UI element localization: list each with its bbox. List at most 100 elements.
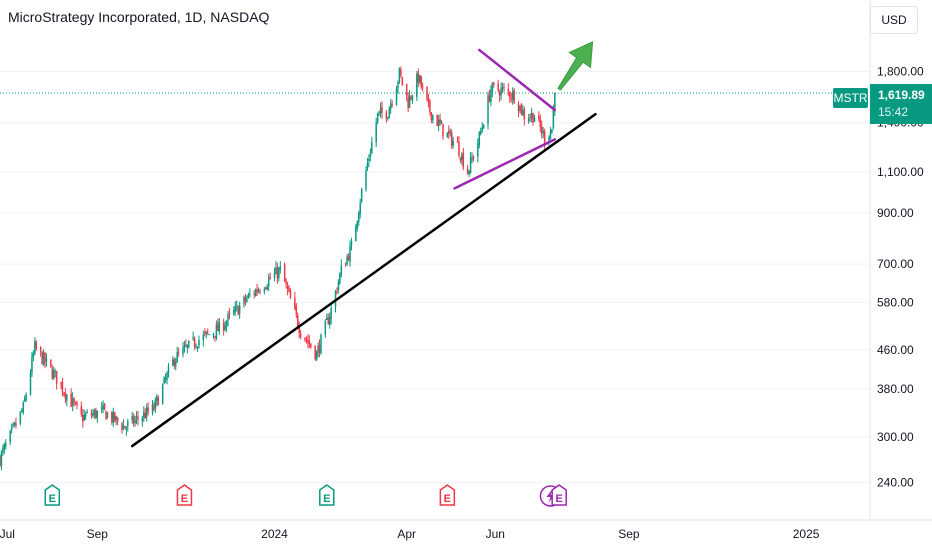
candle-body — [93, 410, 96, 416]
candle-body — [429, 101, 431, 113]
candle-body — [356, 220, 359, 229]
candle-body — [257, 289, 260, 293]
candle-body — [23, 398, 26, 402]
candle-body — [177, 352, 180, 354]
candle-body — [355, 226, 357, 242]
candle-body — [10, 427, 13, 430]
candle-body — [501, 86, 504, 89]
candle-body — [163, 377, 165, 384]
candle-body — [12, 424, 14, 426]
candle-body — [549, 131, 552, 140]
candle-body — [385, 112, 388, 119]
candle-body — [315, 351, 318, 361]
candle-body — [472, 157, 475, 159]
candle-body — [548, 137, 550, 143]
earnings-badge-shape — [439, 484, 456, 506]
candle-body — [54, 370, 56, 372]
candle-body — [416, 74, 418, 98]
price-tick-label: 300.00 — [877, 430, 914, 444]
candle-body — [172, 359, 174, 366]
candle-body — [134, 419, 136, 423]
candle-body — [407, 97, 409, 108]
time-tick-label: 2025 — [793, 527, 820, 541]
candle-body — [234, 306, 237, 312]
candle-body — [440, 122, 443, 124]
earnings-event-icon[interactable]: E — [439, 484, 456, 506]
gridlines — [0, 70, 870, 484]
candle-body — [124, 425, 126, 429]
candle-body — [35, 342, 38, 349]
candle-body — [254, 289, 257, 296]
candle-body — [13, 422, 16, 426]
candle-body — [408, 95, 411, 108]
earnings-event-icon[interactable]: E — [176, 484, 193, 506]
candle-body — [259, 291, 261, 293]
candle-body — [420, 76, 422, 87]
candle-body — [426, 86, 428, 100]
candle-body — [477, 143, 479, 157]
candle-body — [469, 157, 472, 173]
candle-body — [289, 290, 292, 299]
candle-body — [135, 416, 138, 419]
candle-body — [51, 368, 54, 379]
candle-body — [391, 103, 393, 105]
candle-body — [157, 397, 160, 406]
earnings-event-icon[interactable]: E — [551, 484, 567, 506]
candle-body — [480, 131, 482, 135]
candle-body — [340, 265, 343, 275]
price-tick-label: 380.00 — [877, 382, 914, 396]
candle-body — [452, 140, 454, 146]
candle-body — [31, 357, 33, 374]
candle-body — [491, 82, 494, 92]
candle-body — [105, 410, 107, 420]
candle-body — [249, 293, 251, 295]
candle-body — [95, 409, 97, 418]
candle-body — [430, 111, 433, 121]
candle-body — [493, 82, 495, 85]
price-tick-label: 580.00 — [877, 296, 914, 310]
candle-body — [346, 256, 348, 265]
candle-body — [45, 358, 48, 361]
candle-body — [137, 416, 139, 420]
candle-body — [66, 394, 68, 401]
earnings-event-icon[interactable]: E — [319, 484, 335, 506]
candle-body — [336, 291, 338, 293]
candle-body — [188, 340, 190, 347]
candle-body — [478, 132, 481, 146]
candle-body — [529, 117, 531, 119]
candle-body — [64, 392, 67, 399]
candle-body — [256, 289, 258, 292]
currency-button[interactable]: USD — [870, 6, 918, 34]
ticker-label: MSTR — [833, 88, 868, 108]
candle-body — [164, 378, 167, 380]
candle-body — [488, 95, 491, 102]
candle-body — [359, 203, 361, 214]
candle-body — [314, 345, 316, 360]
candle-body — [233, 310, 235, 315]
candle-body — [5, 443, 7, 447]
candle-body — [523, 109, 526, 120]
candle-body — [437, 119, 440, 126]
candle-body — [337, 281, 340, 290]
price-tick-label: 700.00 — [877, 257, 914, 271]
candle-body — [217, 323, 219, 331]
candle-body — [397, 81, 399, 88]
candle-body — [439, 118, 441, 124]
candle-body — [395, 88, 398, 106]
candle-body — [198, 340, 200, 346]
candle-body — [538, 116, 540, 119]
candle-body — [112, 411, 115, 423]
candle-body — [471, 157, 473, 160]
candle-body — [366, 163, 369, 169]
candle-body — [527, 118, 530, 122]
time-axis: Jul Sep 2024 Apr Jun Sep 2025 — [0, 527, 820, 541]
candle-body — [520, 103, 523, 114]
candle-body — [532, 113, 534, 123]
earnings-event-icon[interactable]: E — [44, 484, 61, 506]
candle-body — [269, 276, 271, 279]
candle-body — [82, 415, 84, 422]
candle-body — [141, 417, 144, 422]
candle-body — [398, 68, 401, 82]
candle-body — [22, 402, 24, 413]
